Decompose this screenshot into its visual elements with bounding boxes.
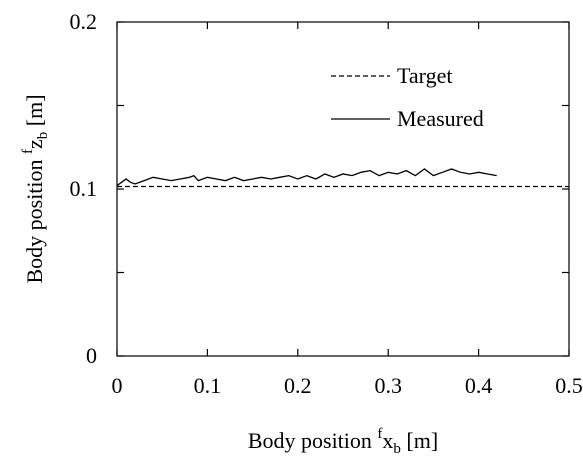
series-group — [116, 168, 569, 188]
x-tick-label: 0.4 — [465, 373, 493, 398]
plot-frame — [116, 21, 570, 357]
legend-label-target: Target — [397, 63, 452, 88]
x-tick-label: 0.1 — [194, 373, 222, 398]
y-axis-label: Body position fzb [m] — [20, 94, 51, 283]
y-tick-label: 0.2 — [70, 9, 98, 34]
x-tick-label: 0.3 — [374, 373, 402, 398]
x-tick-label: 0 — [112, 373, 123, 398]
axis-ticks — [116, 21, 570, 357]
series-line-measured — [116, 168, 497, 187]
x-axis-label: Body position fxb [m] — [248, 426, 438, 457]
y-tick-label: 0.1 — [70, 176, 98, 201]
y-tick-label: 0 — [86, 343, 97, 368]
legend: Target Measured — [331, 63, 484, 131]
axis-tick-labels: 0 0.1 0.2 0.3 0.4 0.5 0 0.1 0.2 — [70, 9, 583, 398]
x-tick-label: 0.2 — [284, 373, 312, 398]
legend-label-measured: Measured — [397, 106, 484, 131]
x-tick-label: 0.5 — [555, 373, 583, 398]
